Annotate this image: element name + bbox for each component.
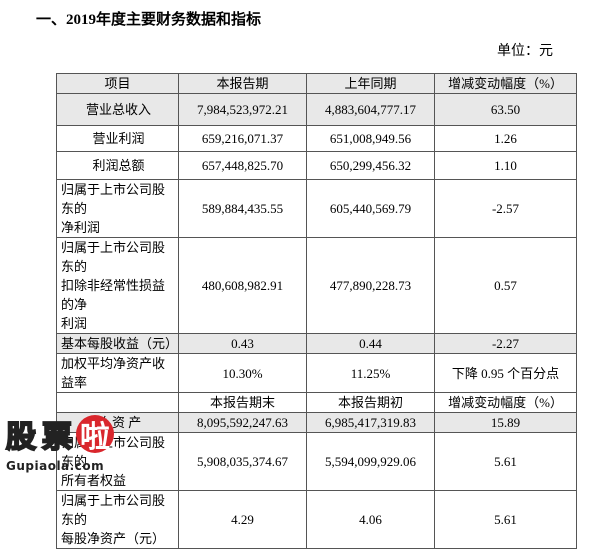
table-cell: -2.27 — [434, 333, 577, 354]
table-cell: 15.89 — [434, 412, 577, 433]
table-cell: 651,008,949.56 — [306, 125, 435, 152]
column-header: 增减变动幅度（%） — [434, 392, 577, 413]
table-subheader-row: 本报告期末 本报告期初 增减变动幅度（%） — [56, 392, 577, 413]
table-cell: 5,908,035,374.67 — [178, 432, 307, 491]
table-row: 归属于上市公司股东的 所有者权益 5,908,035,374.67 5,594,… — [56, 432, 577, 491]
table-cell: 4,883,604,777.17 — [306, 93, 435, 126]
table-cell: 0.44 — [306, 333, 435, 354]
section-heading: 一、2019年度主要财务数据和指标 — [36, 12, 262, 28]
table-row: 营业总收入 7,984,523,972.21 4,883,604,777.17 … — [56, 93, 577, 126]
column-header: 本报告期初 — [306, 392, 435, 413]
column-header: 本报告期末 — [178, 392, 307, 413]
table-row: 营业利润 659,216,071.37 651,008,949.56 1.26 — [56, 125, 577, 152]
table-cell: 4.06 — [306, 490, 435, 549]
logo-char: 票 — [41, 419, 73, 456]
table-cell: 1.26 — [434, 125, 577, 152]
logo-char: 啦 — [76, 415, 114, 455]
table-cell: 6,985,417,319.83 — [306, 412, 435, 433]
table-cell: 480,608,982.91 — [178, 237, 307, 334]
table-cell: 659,216,071.37 — [178, 125, 307, 152]
row-label: 归属于上市公司股东的 扣除非经常性损益的净 利润 — [56, 237, 179, 334]
table-cell: 650,299,456.32 — [306, 151, 435, 180]
logo-char: 股 — [5, 419, 37, 456]
table-cell: 4.29 — [178, 490, 307, 549]
table-row: 归属于上市公司股东的 净利润 589,884,435.55 605,440,56… — [56, 179, 577, 238]
table-header-row: 项目 本报告期 上年同期 增减变动幅度（%） — [56, 73, 577, 94]
column-header: 项目 — [56, 73, 179, 94]
column-header: 增减变动幅度（%） — [434, 73, 577, 94]
row-label: 营业总收入 — [56, 93, 179, 126]
column-header: 本报告期 — [178, 73, 307, 94]
row-label: 归属于上市公司股东的 净利润 — [56, 179, 179, 238]
column-header — [56, 392, 179, 413]
table-cell: 0.57 — [434, 237, 577, 334]
table-cell: 5,594,099,929.06 — [306, 432, 435, 491]
table-row: 利润总额 657,448,825.70 650,299,456.32 1.10 — [56, 151, 577, 180]
financial-data-table: 项目 本报告期 上年同期 增减变动幅度（%） 营业总收入 7,984,523,9… — [56, 73, 577, 549]
table-row: 总 资 产 8,095,592,247.63 6,985,417,319.83 … — [56, 412, 577, 433]
table-cell: 下降 0.95 个百分点 — [434, 353, 577, 393]
column-header: 上年同期 — [306, 73, 435, 94]
table-cell: 8,095,592,247.63 — [178, 412, 307, 433]
watermark-logo: 股 票 啦 Gupiaola.com — [0, 415, 118, 478]
table-row: 归属于上市公司股东的 每股净资产（元） 4.29 4.06 5.61 — [56, 490, 577, 549]
table-row: 基本每股收益（元） 0.43 0.44 -2.27 — [56, 333, 577, 354]
table-cell: 5.61 — [434, 432, 577, 491]
table-cell: 7,984,523,972.21 — [178, 93, 307, 126]
row-label: 营业利润 — [56, 125, 179, 152]
table-row: 加权平均净资产收益率 10.30% 11.25% 下降 0.95 个百分点 — [56, 353, 577, 393]
table-cell: 0.43 — [178, 333, 307, 354]
row-label: 基本每股收益（元） — [56, 333, 179, 354]
table-cell: 605,440,569.79 — [306, 179, 435, 238]
table-cell: 657,448,825.70 — [178, 151, 307, 180]
unit-label: 单位：元 — [497, 44, 553, 59]
table-cell: 589,884,435.55 — [178, 179, 307, 238]
table-cell: 1.10 — [434, 151, 577, 180]
logo-url: Gupiaola.com — [6, 459, 105, 473]
table-cell: 63.50 — [434, 93, 577, 126]
table-row: 归属于上市公司股东的 扣除非经常性损益的净 利润 480,608,982.91 … — [56, 237, 577, 334]
table-cell: 10.30% — [178, 353, 307, 393]
table-cell: 5.61 — [434, 490, 577, 549]
row-label: 利润总额 — [56, 151, 179, 180]
table-cell: 477,890,228.73 — [306, 237, 435, 334]
row-label: 加权平均净资产收益率 — [56, 353, 179, 393]
row-label: 归属于上市公司股东的 每股净资产（元） — [56, 490, 179, 549]
table-cell: 11.25% — [306, 353, 435, 393]
table-cell: -2.57 — [434, 179, 577, 238]
